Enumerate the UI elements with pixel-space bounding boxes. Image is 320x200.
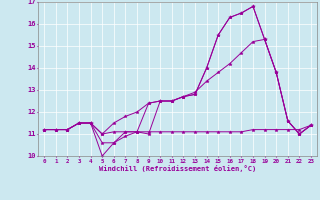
X-axis label: Windchill (Refroidissement éolien,°C): Windchill (Refroidissement éolien,°C) [99, 165, 256, 172]
